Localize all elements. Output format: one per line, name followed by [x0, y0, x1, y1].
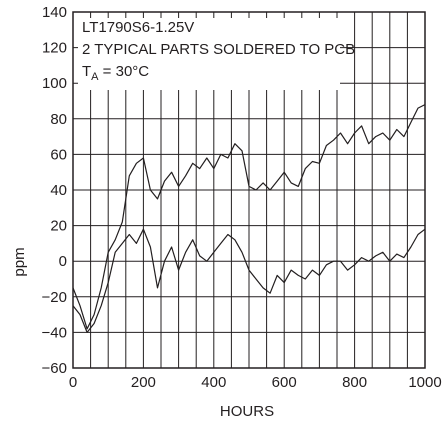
series-line-2 — [72, 228, 426, 333]
y-tick-label: 40 — [50, 182, 67, 199]
annotation-line-1: LT1790S6-1.25V — [82, 19, 194, 36]
y-tick-label: 20 — [50, 218, 67, 235]
annotation-line-2: 2 TYPICAL PARTS SOLDERED TO PCB — [82, 41, 355, 58]
annotation-line-3: TA = 30°C — [82, 63, 149, 83]
annotation-background — [78, 18, 340, 90]
annotation-subscript: A — [91, 71, 99, 83]
series-layer — [72, 104, 426, 333]
y-tick-label: −40 — [42, 324, 67, 341]
annotation-t: T — [82, 63, 91, 80]
y-tick-label: 80 — [50, 111, 67, 128]
x-tick-label: 400 — [201, 374, 226, 391]
x-tick-label: 0 — [69, 374, 77, 391]
y-tick-label: 60 — [50, 146, 67, 163]
y-tick-label: 0 — [59, 253, 67, 270]
x-tick-label: 800 — [342, 374, 367, 391]
series-line-1 — [72, 104, 426, 330]
y-axis-label: ppm — [11, 247, 28, 276]
y-tick-label: −20 — [42, 289, 67, 306]
y-tick-label: 100 — [42, 75, 67, 92]
x-axis-label: HOURS — [220, 403, 274, 420]
plot-frame — [72, 11, 426, 369]
y-tick-label: 120 — [42, 40, 67, 57]
x-tick-labels: 0 200 400 600 800 1000 — [69, 374, 442, 391]
x-tick-label: 200 — [131, 374, 156, 391]
y-tick-label: −60 — [42, 360, 67, 377]
x-tick-label: 1000 — [408, 374, 441, 391]
annotation: LT1790S6-1.25V 2 TYPICAL PARTS SOLDERED … — [78, 18, 355, 90]
y-tick-label: 140 — [42, 4, 67, 21]
x-tick-label: 600 — [272, 374, 297, 391]
annotation-temp: = 30°C — [99, 63, 150, 80]
y-tick-labels: −60 −40 −20 0 20 40 60 80 100 120 140 — [42, 4, 67, 377]
